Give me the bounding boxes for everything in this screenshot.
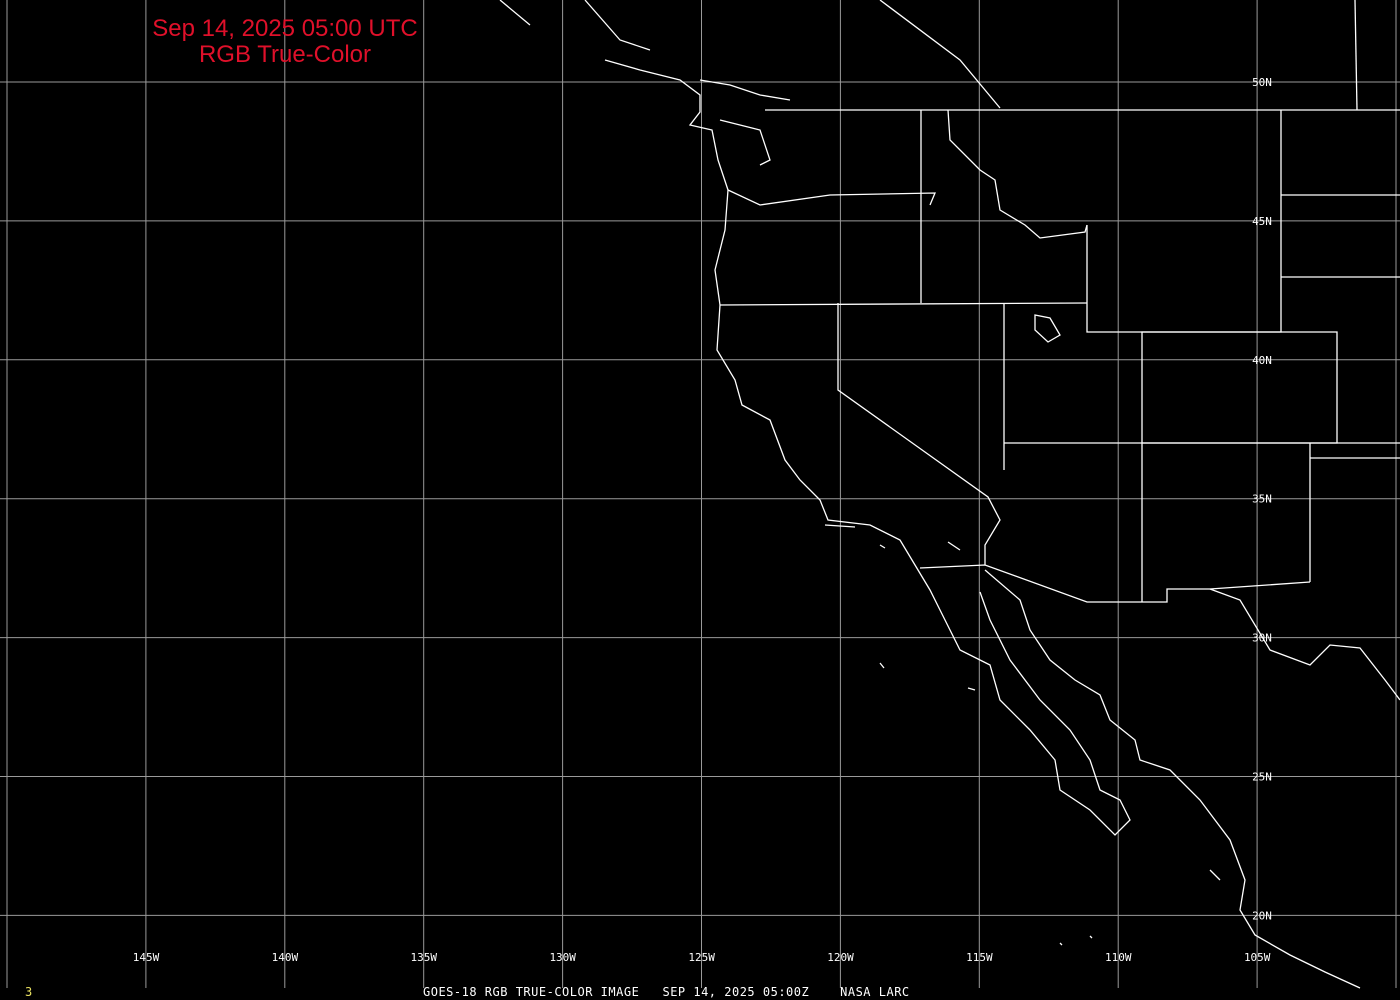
grid-labels: 145W 140W 135W 130W 125W 120W 115W 110W 105W 50N 4… bbox=[133, 76, 1272, 964]
canada-coast bbox=[499, 0, 1001, 109]
longitude-label: 135W bbox=[411, 951, 438, 964]
id-mt-border bbox=[947, 109, 1088, 239]
latitude-label: 20N bbox=[1252, 909, 1272, 922]
longitude-label: 105W bbox=[1244, 951, 1271, 964]
coastlines-and-borders bbox=[499, 0, 1400, 989]
ca-nv-diagonal bbox=[837, 303, 1001, 565]
wa-or-border bbox=[727, 189, 936, 206]
longitude-label: 125W bbox=[688, 951, 715, 964]
co-box bbox=[1141, 331, 1338, 444]
mexico-mainland-coast bbox=[984, 569, 1361, 989]
latitude-label: 50N bbox=[1252, 76, 1272, 89]
longitude-label: 110W bbox=[1105, 951, 1132, 964]
latitude-label: 45N bbox=[1252, 215, 1272, 228]
longitude-label: 130W bbox=[549, 951, 576, 964]
longitude-label: 145W bbox=[133, 951, 160, 964]
great-salt-lake bbox=[1034, 314, 1061, 343]
salish-sea bbox=[699, 79, 791, 166]
latitude-label: 30N bbox=[1252, 632, 1272, 645]
latitude-label: 40N bbox=[1252, 354, 1272, 367]
longitude-label: 140W bbox=[272, 951, 299, 964]
or-ca-nv-id-ut-line bbox=[719, 302, 1088, 306]
gulf-of-mexico-edge bbox=[1209, 588, 1400, 701]
us-mexico-border bbox=[919, 564, 1311, 603]
islands bbox=[824, 524, 1221, 946]
longitude-label: 115W bbox=[966, 951, 993, 964]
latitude-label: 35N bbox=[1252, 493, 1272, 506]
image-caption: GOES-18 RGB TRUE-COLOR IMAGE SEP 14, 202… bbox=[423, 985, 910, 999]
title-product: RGB True-Color bbox=[198, 41, 372, 68]
longitude-label: 120W bbox=[827, 951, 854, 964]
mt-east bbox=[1354, 0, 1358, 111]
latitude-label: 25N bbox=[1252, 771, 1272, 784]
frame-number: 3 bbox=[25, 985, 33, 999]
pacific-coastline bbox=[604, 59, 1131, 836]
ne-sd-lines bbox=[1281, 194, 1400, 278]
title-datetime: Sep 14, 2025 05:00 UTC bbox=[152, 15, 418, 42]
